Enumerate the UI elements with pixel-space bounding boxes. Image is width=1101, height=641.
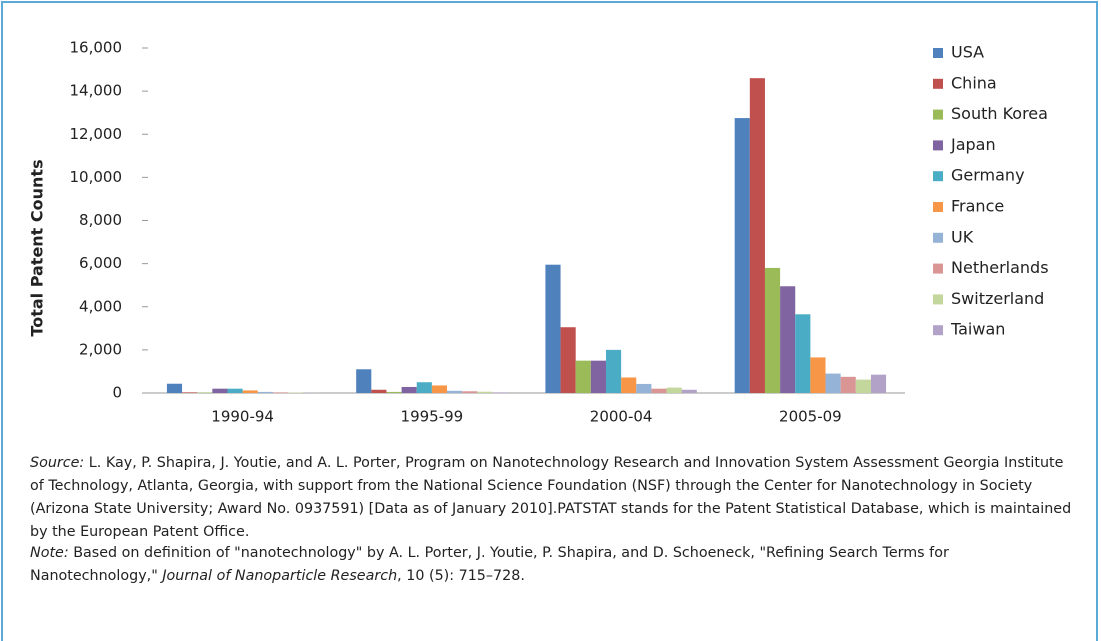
y-tick-label: 0: [112, 384, 122, 402]
legend-swatch: [933, 110, 943, 120]
legend-label: Germany: [951, 166, 1025, 185]
bar: [871, 375, 886, 393]
bar: [826, 374, 841, 393]
bar: [182, 392, 197, 393]
bar: [477, 392, 492, 393]
bar: [386, 392, 401, 393]
bar: [750, 78, 765, 393]
bar: [371, 390, 386, 393]
y-tick-label: 12,000: [70, 125, 123, 143]
y-tick-label: 16,000: [70, 39, 123, 57]
bar: [651, 389, 666, 393]
bar: [462, 391, 477, 393]
bar: [682, 390, 697, 393]
y-axis-label: Total Patent Counts: [28, 159, 47, 336]
chart: Total Patent Counts 0 2,000 4,000 6,000 8,00…: [0, 0, 1101, 440]
legend-label: UK: [951, 227, 974, 246]
bar: [810, 357, 825, 393]
bar: [606, 350, 621, 393]
bar: [735, 118, 750, 393]
x-tick-label: 1990-94: [211, 408, 274, 426]
legend-label: South Korea: [951, 104, 1048, 123]
page: {"chart_data": {"type": "bar", "y_label"…: [0, 0, 1101, 621]
bar: [856, 380, 871, 393]
bar: [432, 385, 447, 393]
bar: [447, 391, 462, 393]
x-tick-label: 2005-09: [779, 408, 842, 426]
bar: [576, 361, 591, 393]
legend-swatch: [933, 202, 943, 212]
legend-swatch: [933, 48, 943, 58]
legend-label: France: [951, 197, 1004, 216]
bar: [258, 392, 273, 393]
legend-swatch: [933, 233, 943, 243]
source-text: L. Kay, P. Shapira, J. Youtie, and A. L.…: [30, 455, 1071, 540]
bar: [227, 389, 242, 393]
y-tick-label: 2,000: [79, 340, 122, 358]
bar: [545, 265, 560, 393]
bar: [492, 392, 507, 393]
bar: [356, 369, 371, 393]
legend-label: China: [951, 73, 997, 92]
legend-label: Switzerland: [951, 289, 1044, 308]
bar: [795, 314, 810, 393]
legend-swatch: [933, 171, 943, 181]
x-tick-label: 1995-99: [401, 408, 464, 426]
bar: [243, 390, 258, 393]
bar: [591, 361, 606, 393]
y-tick-label: 8,000: [79, 211, 122, 229]
legend-label: Japan: [950, 135, 996, 154]
bar: [402, 387, 417, 393]
bar: [167, 384, 182, 393]
y-tick-label: 14,000: [70, 82, 123, 100]
y-tick-label: 10,000: [70, 168, 123, 186]
bar: [621, 377, 636, 393]
bar: [667, 388, 682, 393]
bar: [636, 384, 651, 393]
note: Note: Based on definition of "nanotechno…: [30, 542, 1080, 588]
bar: [780, 286, 795, 393]
bar: [417, 382, 432, 393]
x-tick-label: 2000-04: [590, 408, 653, 426]
bar: [273, 392, 288, 393]
legend-label: USA: [951, 43, 984, 62]
legend-swatch: [933, 294, 943, 304]
source-label: Source:: [30, 455, 84, 471]
y-tick-label: 6,000: [79, 254, 122, 272]
legend-swatch: [933, 140, 943, 150]
bar: [765, 268, 780, 393]
note-journal: Journal of Nanoparticle Research: [162, 568, 397, 584]
bar: [212, 389, 227, 393]
legend-label: Netherlands: [951, 258, 1049, 277]
y-tick-label: 4,000: [79, 297, 122, 315]
legend-swatch: [933, 79, 943, 89]
legend-swatch: [933, 264, 943, 274]
legend-swatch: [933, 325, 943, 335]
bar: [841, 377, 856, 393]
source: Source: L. Kay, P. Shapira, J. Youtie, a…: [30, 452, 1080, 544]
note-citation: , 10 (5): 715–728.: [397, 568, 525, 584]
bar: [561, 327, 576, 393]
note-label: Note:: [30, 545, 69, 561]
legend-label: Taiwan: [950, 320, 1005, 339]
